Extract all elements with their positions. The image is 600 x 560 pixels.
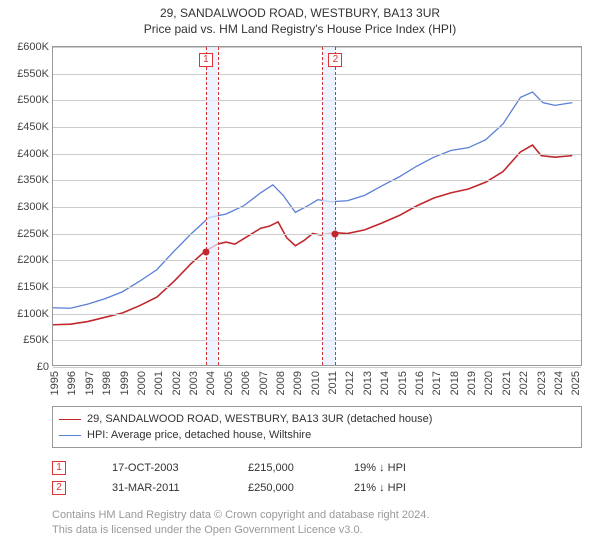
sale-marker: 2: [328, 53, 342, 67]
chart-plot-area: £0£50K£100K£150K£200K£250K£300K£350K£400…: [52, 46, 582, 366]
legend-and-events: 29, SANDALWOOD ROAD, WESTBURY, BA13 3UR …: [52, 406, 582, 538]
event-row: 2 31-MAR-2011 £250,000 21% ↓ HPI: [52, 478, 582, 498]
y-axis-label: £350K: [5, 174, 53, 186]
x-axis-label: 1995: [49, 371, 61, 395]
event-marker-icon: 2: [52, 481, 66, 495]
x-axis-label: 2016: [414, 371, 426, 395]
sale-marker: 1: [199, 53, 213, 67]
event-date: 31-MAR-2011: [112, 482, 212, 494]
y-axis-label: £100K: [5, 308, 53, 320]
event-price: £250,000: [248, 482, 318, 494]
sale-dot: [202, 249, 209, 256]
x-axis-label: 2003: [188, 371, 200, 395]
event-row: 1 17-OCT-2003 £215,000 19% ↓ HPI: [52, 458, 582, 478]
y-axis-label: £550K: [5, 68, 53, 80]
event-price: £215,000: [248, 462, 318, 474]
y-axis-label: £400K: [5, 148, 53, 160]
x-axis-label: 2021: [501, 371, 513, 395]
x-axis-label: 2014: [379, 371, 391, 395]
x-axis-label: 2008: [275, 371, 287, 395]
legend-box: 29, SANDALWOOD ROAD, WESTBURY, BA13 3UR …: [52, 406, 582, 448]
y-axis-label: £50K: [5, 334, 53, 346]
legend-label: 29, SANDALWOOD ROAD, WESTBURY, BA13 3UR …: [87, 413, 432, 425]
x-axis-label: 2007: [258, 371, 270, 395]
x-axis-label: 2000: [136, 371, 148, 395]
x-axis-label: 2022: [518, 371, 530, 395]
legend-label: HPI: Average price, detached house, Wilt…: [87, 429, 311, 441]
legend-swatch: [59, 435, 81, 436]
x-axis-label: 2025: [570, 371, 582, 395]
footer-line: Contains HM Land Registry data © Crown c…: [52, 508, 582, 523]
x-axis-label: 2001: [153, 371, 165, 395]
date-band: [322, 47, 335, 365]
x-axis-label: 2006: [240, 371, 252, 395]
y-axis-label: £0: [5, 361, 53, 373]
series-line: [53, 92, 572, 308]
y-axis-label: £500K: [5, 94, 53, 106]
x-axis-label: 2018: [449, 371, 461, 395]
footer-attribution: Contains HM Land Registry data © Crown c…: [52, 508, 582, 538]
x-axis-label: 1996: [66, 371, 78, 395]
x-axis-label: 1998: [101, 371, 113, 395]
x-axis-label: 2002: [171, 371, 183, 395]
y-axis-label: £600K: [5, 41, 53, 53]
chart-subtitle: Price paid vs. HM Land Registry's House …: [0, 22, 600, 36]
y-axis-label: £250K: [5, 228, 53, 240]
event-hpi-diff: 19% ↓ HPI: [354, 462, 434, 474]
x-axis-label: 2023: [536, 371, 548, 395]
x-axis-label: 2012: [344, 371, 356, 395]
y-axis-label: £150K: [5, 281, 53, 293]
event-date: 17-OCT-2003: [112, 462, 212, 474]
x-axis-label: 2020: [483, 371, 495, 395]
footer-line: This data is licensed under the Open Gov…: [52, 523, 582, 538]
x-axis-label: 2005: [223, 371, 235, 395]
x-axis-label: 2015: [397, 371, 409, 395]
series-line: [53, 145, 572, 325]
x-axis-label: 2019: [466, 371, 478, 395]
x-axis-label: 1997: [84, 371, 96, 395]
sale-dot: [332, 230, 339, 237]
event-marker-icon: 1: [52, 461, 66, 475]
x-axis-label: 2013: [362, 371, 374, 395]
x-axis-label: 2017: [431, 371, 443, 395]
y-axis-label: £300K: [5, 201, 53, 213]
x-axis-label: 2024: [553, 371, 565, 395]
x-axis-label: 2004: [205, 371, 217, 395]
x-axis-label: 2011: [327, 371, 339, 395]
chart-lines: [53, 47, 581, 365]
sale-events: 1 17-OCT-2003 £215,000 19% ↓ HPI 2 31-MA…: [52, 458, 582, 498]
y-axis-label: £450K: [5, 121, 53, 133]
legend-swatch: [59, 419, 81, 420]
y-axis-label: £200K: [5, 254, 53, 266]
x-axis-label: 2009: [292, 371, 304, 395]
date-band: [206, 47, 218, 365]
x-axis-label: 1999: [119, 371, 131, 395]
chart-title-address: 29, SANDALWOOD ROAD, WESTBURY, BA13 3UR: [0, 6, 600, 20]
legend-item: HPI: Average price, detached house, Wilt…: [59, 427, 575, 443]
x-axis-label: 2010: [310, 371, 322, 395]
event-hpi-diff: 21% ↓ HPI: [354, 482, 434, 494]
legend-item: 29, SANDALWOOD ROAD, WESTBURY, BA13 3UR …: [59, 411, 575, 427]
